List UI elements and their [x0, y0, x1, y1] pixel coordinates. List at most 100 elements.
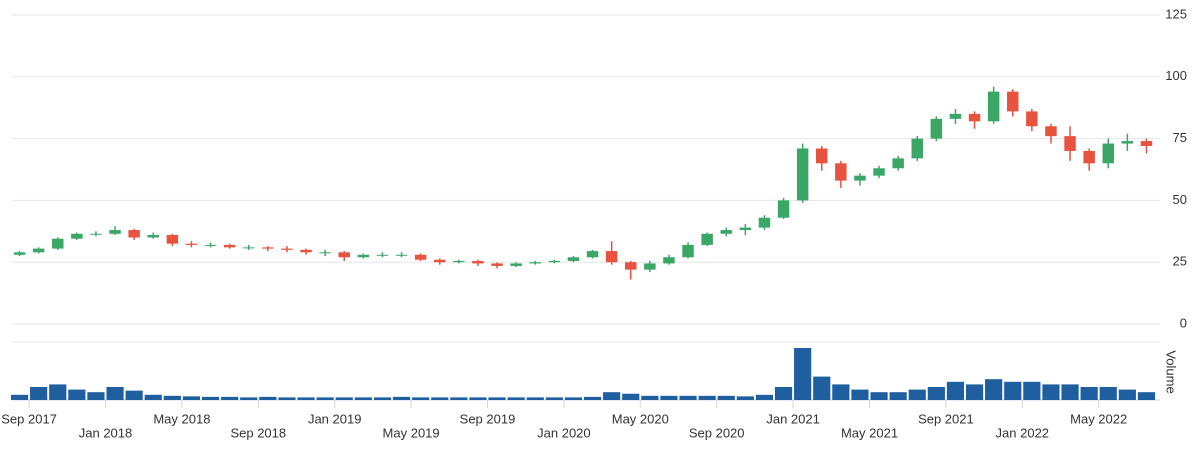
volume-bar	[526, 397, 544, 400]
volume-bar	[507, 397, 525, 400]
candle-body	[987, 91, 1000, 122]
candle-body	[510, 263, 522, 266]
candle-body	[1026, 111, 1038, 127]
volume-bar	[106, 387, 124, 400]
candle-body	[567, 257, 580, 261]
candle-body	[548, 260, 561, 263]
candle-body	[796, 148, 809, 201]
volume-bar	[450, 397, 468, 400]
volume-bar	[335, 397, 353, 400]
candle-body	[873, 168, 885, 176]
candle-body	[682, 244, 694, 258]
candle-body	[892, 158, 904, 169]
y-tick-label: 75	[1173, 130, 1187, 145]
candle-body	[204, 244, 217, 246]
volume-bar	[1023, 381, 1041, 400]
volume-bar	[698, 395, 716, 400]
volume-bar	[774, 387, 793, 400]
candle-body	[357, 254, 370, 258]
candle-body	[453, 260, 465, 263]
candle-body	[434, 259, 446, 263]
x-tick-label: Jan 2021	[766, 411, 820, 426]
candle-body	[52, 238, 64, 249]
candle-body	[663, 257, 675, 264]
volume-bar	[354, 397, 372, 400]
volume-bar	[412, 397, 430, 400]
candle-body	[777, 200, 790, 218]
volume-bar	[373, 397, 392, 400]
volume-bar	[813, 376, 831, 400]
candle-body	[605, 251, 618, 263]
volume-bar	[1061, 384, 1079, 400]
candle-body	[185, 243, 198, 245]
candle-body	[319, 252, 331, 254]
volume-bar	[240, 397, 258, 400]
candle-body	[300, 249, 312, 253]
volume-bar	[49, 384, 67, 400]
volume-bar	[946, 381, 965, 400]
candle-body	[739, 227, 752, 231]
x-tick-label: May 2022	[1070, 411, 1127, 426]
volume-bar	[1080, 387, 1098, 400]
volume-axis-label: Volume	[1164, 350, 1179, 393]
volume-bar	[965, 384, 984, 400]
volume-bar	[163, 395, 181, 400]
candle-body	[911, 138, 923, 159]
x-tick-label: Sep 2018	[230, 425, 286, 440]
volume-bar	[736, 396, 754, 400]
volume-bar	[832, 384, 850, 400]
candle-body	[586, 251, 599, 258]
volume-bar	[30, 387, 48, 400]
candle-body	[854, 175, 866, 181]
candle-body	[1064, 136, 1076, 151]
candle-body	[166, 235, 179, 244]
volume-bar	[622, 393, 640, 400]
x-tick-label: May 2021	[841, 425, 898, 440]
y-tick-label: 25	[1173, 254, 1187, 269]
candle-body	[109, 230, 121, 234]
volume-bar	[794, 348, 812, 400]
volume-bar	[583, 396, 602, 400]
candle-body	[262, 247, 274, 249]
volume-bar	[431, 397, 449, 400]
volume-bar	[201, 396, 220, 400]
candle-body	[223, 244, 236, 248]
candle-body	[414, 254, 427, 260]
volume-bar	[297, 397, 315, 400]
volume-bar	[927, 387, 945, 400]
candle-body	[395, 254, 408, 256]
volume-bar	[545, 397, 563, 400]
candle-body	[949, 113, 962, 119]
volume-bar	[755, 394, 774, 400]
x-tick-label: Sep 2021	[918, 411, 974, 426]
candle-body	[128, 230, 140, 238]
candle-body	[32, 248, 45, 253]
volume-bar	[870, 392, 888, 400]
volume-bar	[392, 396, 411, 400]
candle-body	[1121, 141, 1134, 144]
volume-bar	[68, 389, 86, 400]
candle-body	[1083, 150, 1095, 164]
candle-body	[1102, 143, 1114, 164]
candle-body	[472, 260, 484, 264]
volume-bar	[87, 392, 105, 400]
candle-body	[491, 263, 503, 266]
candle-body	[338, 252, 350, 258]
volume-bar	[1099, 387, 1117, 400]
volume-bar	[889, 392, 907, 400]
candle-body	[147, 235, 159, 238]
volume-bar	[660, 395, 678, 400]
y-tick-label: 0	[1180, 315, 1187, 330]
y-tick-label: 50	[1173, 192, 1187, 207]
volume-bar	[125, 390, 143, 400]
candle-body	[835, 163, 847, 181]
volume-bar	[316, 397, 334, 400]
x-tick-label: May 2018	[153, 411, 210, 426]
volume-bar	[717, 395, 735, 400]
candle-body	[701, 233, 713, 245]
volume-bar	[182, 396, 201, 400]
volume-bar	[259, 396, 277, 400]
candle-body	[1140, 141, 1153, 147]
x-tick-label: Sep 2020	[689, 425, 745, 440]
